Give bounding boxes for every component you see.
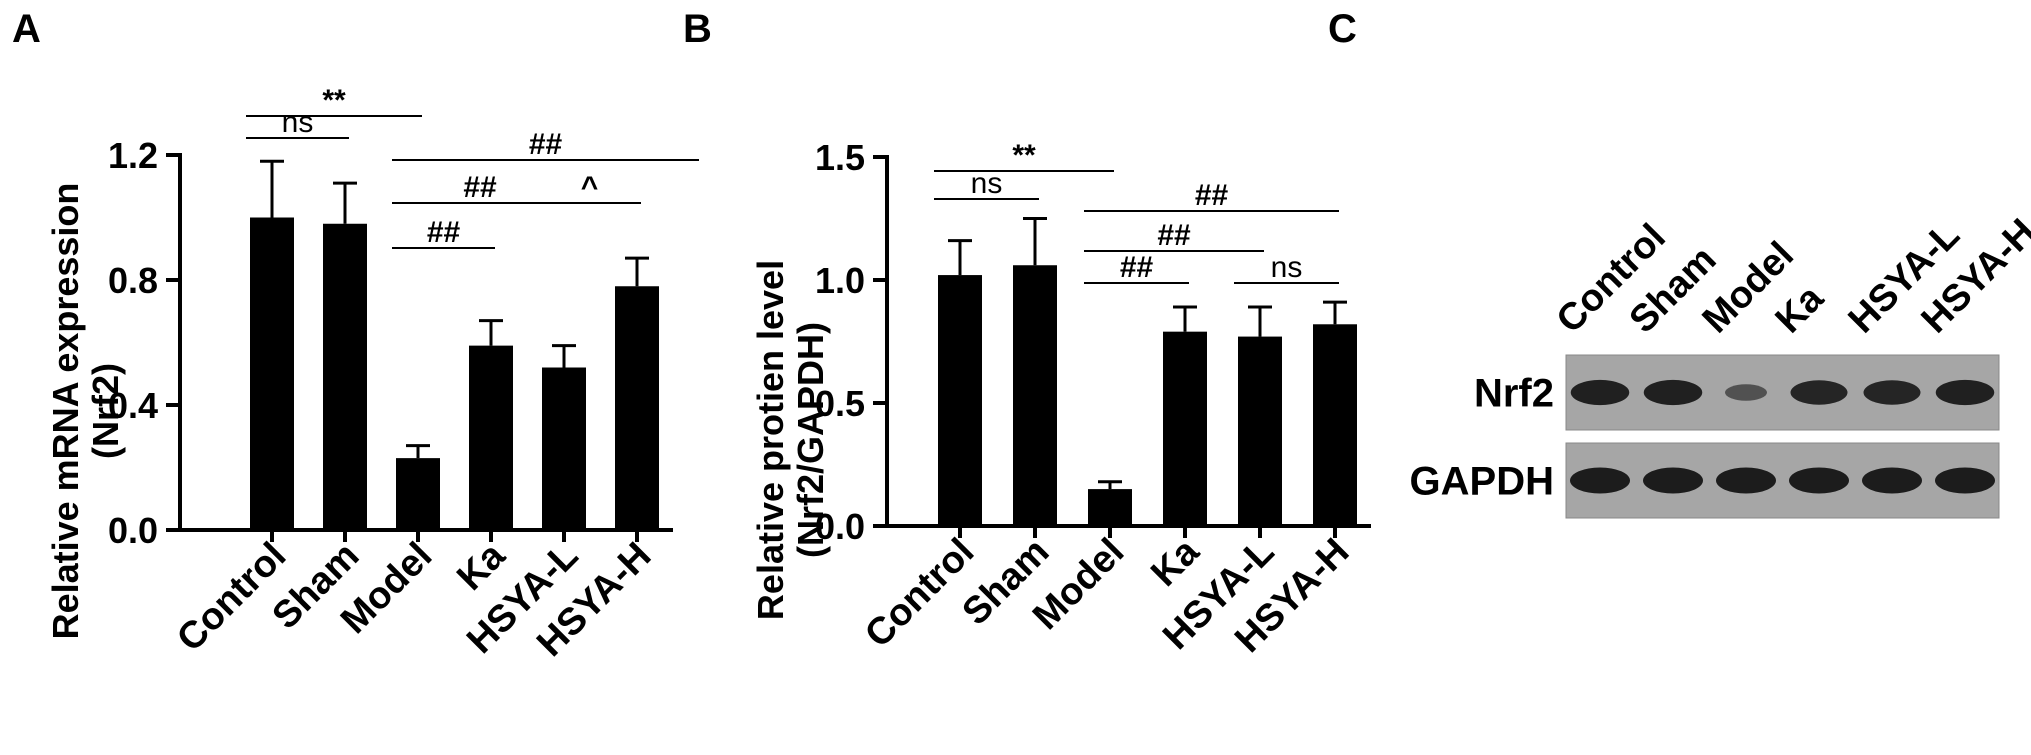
chart-1-category-label: Control <box>857 531 982 656</box>
chart-0-bar-hsya-l <box>542 367 586 530</box>
chart-1-bar-sham <box>1013 265 1057 526</box>
chart-1-bar-hsya-l <box>1238 336 1282 526</box>
blot-band <box>1935 467 1995 494</box>
chart-1-significance-label: ns <box>971 167 1003 200</box>
blot-band <box>1570 379 1630 406</box>
chart-0-bar-sham <box>323 223 367 530</box>
chart-1-significance-label: ## <box>1120 251 1154 284</box>
chart-0-y-tick-label: 0.4 <box>108 385 158 426</box>
chart-0-y-tick-label: 1.2 <box>108 135 158 176</box>
chart-1-bar-ka <box>1163 331 1207 526</box>
chart-0-significance-label: ## <box>463 171 497 204</box>
chart-0-bar-ka <box>469 345 513 530</box>
blot-band <box>1716 467 1776 494</box>
chart-0-bar-model <box>396 458 440 530</box>
panel-label-c: C <box>1328 7 1357 51</box>
chart-0-significance-label: ns <box>282 106 314 139</box>
chart-1-y-tick-label: 1.0 <box>815 260 865 301</box>
chart-a-ylabel-line2: (Nrf2) <box>85 363 126 459</box>
chart-1-bar-model <box>1088 489 1132 526</box>
chart-1-y-tick-label: 0.5 <box>815 383 865 424</box>
chart-1-bar-hsya-h <box>1313 324 1357 526</box>
chart-b-ylabel-line2: (Nrf2/GAPDH) <box>790 322 831 558</box>
blot-band <box>1790 380 1848 405</box>
chart-0-bar-control <box>250 217 294 530</box>
blot-band <box>1789 467 1849 494</box>
chart-0-bar-hsya-h <box>615 286 659 530</box>
chart-1-y-tick-label: 1.5 <box>815 137 865 178</box>
blot-band <box>1570 467 1630 494</box>
blot-band <box>1725 384 1767 401</box>
chart-1-significance-label: ns <box>1271 251 1303 284</box>
blot-band <box>1643 379 1703 406</box>
chart-0-significance-label: ** <box>322 84 346 117</box>
blot-band <box>1643 467 1703 494</box>
chart-0-y-tick-label: 0.8 <box>108 260 158 301</box>
chart-a-ylabel-line1: Relative mRNA expression <box>45 183 86 640</box>
blot-row-label: GAPDH <box>1410 460 1554 504</box>
chart-1-significance-label: ** <box>1012 139 1036 172</box>
blot-row-label: Nrf2 <box>1474 372 1554 416</box>
panel-label-a: A <box>12 7 41 51</box>
chart-1-y-tick-label: 0.0 <box>815 506 865 547</box>
chart-b: Relative protien level (Nrf2/GAPDH) 0.0 0… <box>750 137 1371 661</box>
chart-0-significance-label: ## <box>427 216 461 249</box>
chart-1-bar-control <box>938 275 982 526</box>
blot-membrane-nrf2 <box>1565 354 2000 431</box>
blot-membrane-gapdh <box>1565 442 2000 519</box>
chart-1-significance-label: ## <box>1195 179 1229 212</box>
blot-band <box>1862 467 1922 494</box>
chart-b-ylabel-line1: Relative protien level <box>750 260 791 620</box>
blot-band <box>1935 379 1995 406</box>
panel-label-b: B <box>683 7 712 51</box>
blot-band <box>1863 380 1921 405</box>
chart-0-significance-label: ## <box>529 128 563 161</box>
chart-0-significance-label: ^ <box>581 171 599 204</box>
chart-1-significance-label: ## <box>1157 219 1191 252</box>
chart-0-y-tick-label: 0.0 <box>108 510 158 551</box>
chart-a: Relative mRNA expression (Nrf2) 0.0 0.4 0.… <box>45 84 699 665</box>
